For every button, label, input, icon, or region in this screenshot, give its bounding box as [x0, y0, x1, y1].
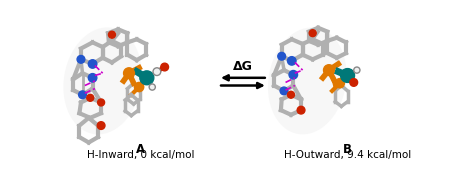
Circle shape	[149, 84, 155, 90]
Circle shape	[354, 67, 360, 73]
Circle shape	[324, 65, 334, 75]
Circle shape	[350, 79, 357, 86]
Circle shape	[335, 79, 345, 88]
Circle shape	[87, 94, 94, 101]
Circle shape	[280, 87, 288, 95]
Text: H-Outward, 9.4 kcal/mol: H-Outward, 9.4 kcal/mol	[284, 150, 411, 160]
Circle shape	[109, 31, 116, 38]
Circle shape	[77, 55, 85, 63]
Circle shape	[140, 71, 154, 85]
Circle shape	[88, 74, 97, 82]
Circle shape	[97, 122, 105, 129]
Circle shape	[309, 30, 316, 37]
Circle shape	[297, 106, 305, 114]
Circle shape	[278, 52, 285, 60]
Circle shape	[79, 91, 86, 99]
Circle shape	[288, 91, 294, 98]
Text: B: B	[343, 143, 352, 156]
Circle shape	[124, 68, 135, 79]
Text: H-Inward, 0 kcal/mol: H-Inward, 0 kcal/mol	[87, 150, 194, 160]
Circle shape	[88, 60, 97, 68]
Circle shape	[135, 82, 144, 92]
Text: ΔG: ΔG	[233, 60, 253, 73]
Circle shape	[289, 71, 298, 79]
Circle shape	[153, 68, 161, 75]
Circle shape	[341, 69, 355, 82]
Circle shape	[98, 99, 105, 106]
Text: A: A	[136, 143, 145, 156]
Ellipse shape	[268, 27, 346, 134]
Circle shape	[161, 63, 169, 71]
Circle shape	[288, 57, 296, 65]
Ellipse shape	[64, 27, 142, 134]
